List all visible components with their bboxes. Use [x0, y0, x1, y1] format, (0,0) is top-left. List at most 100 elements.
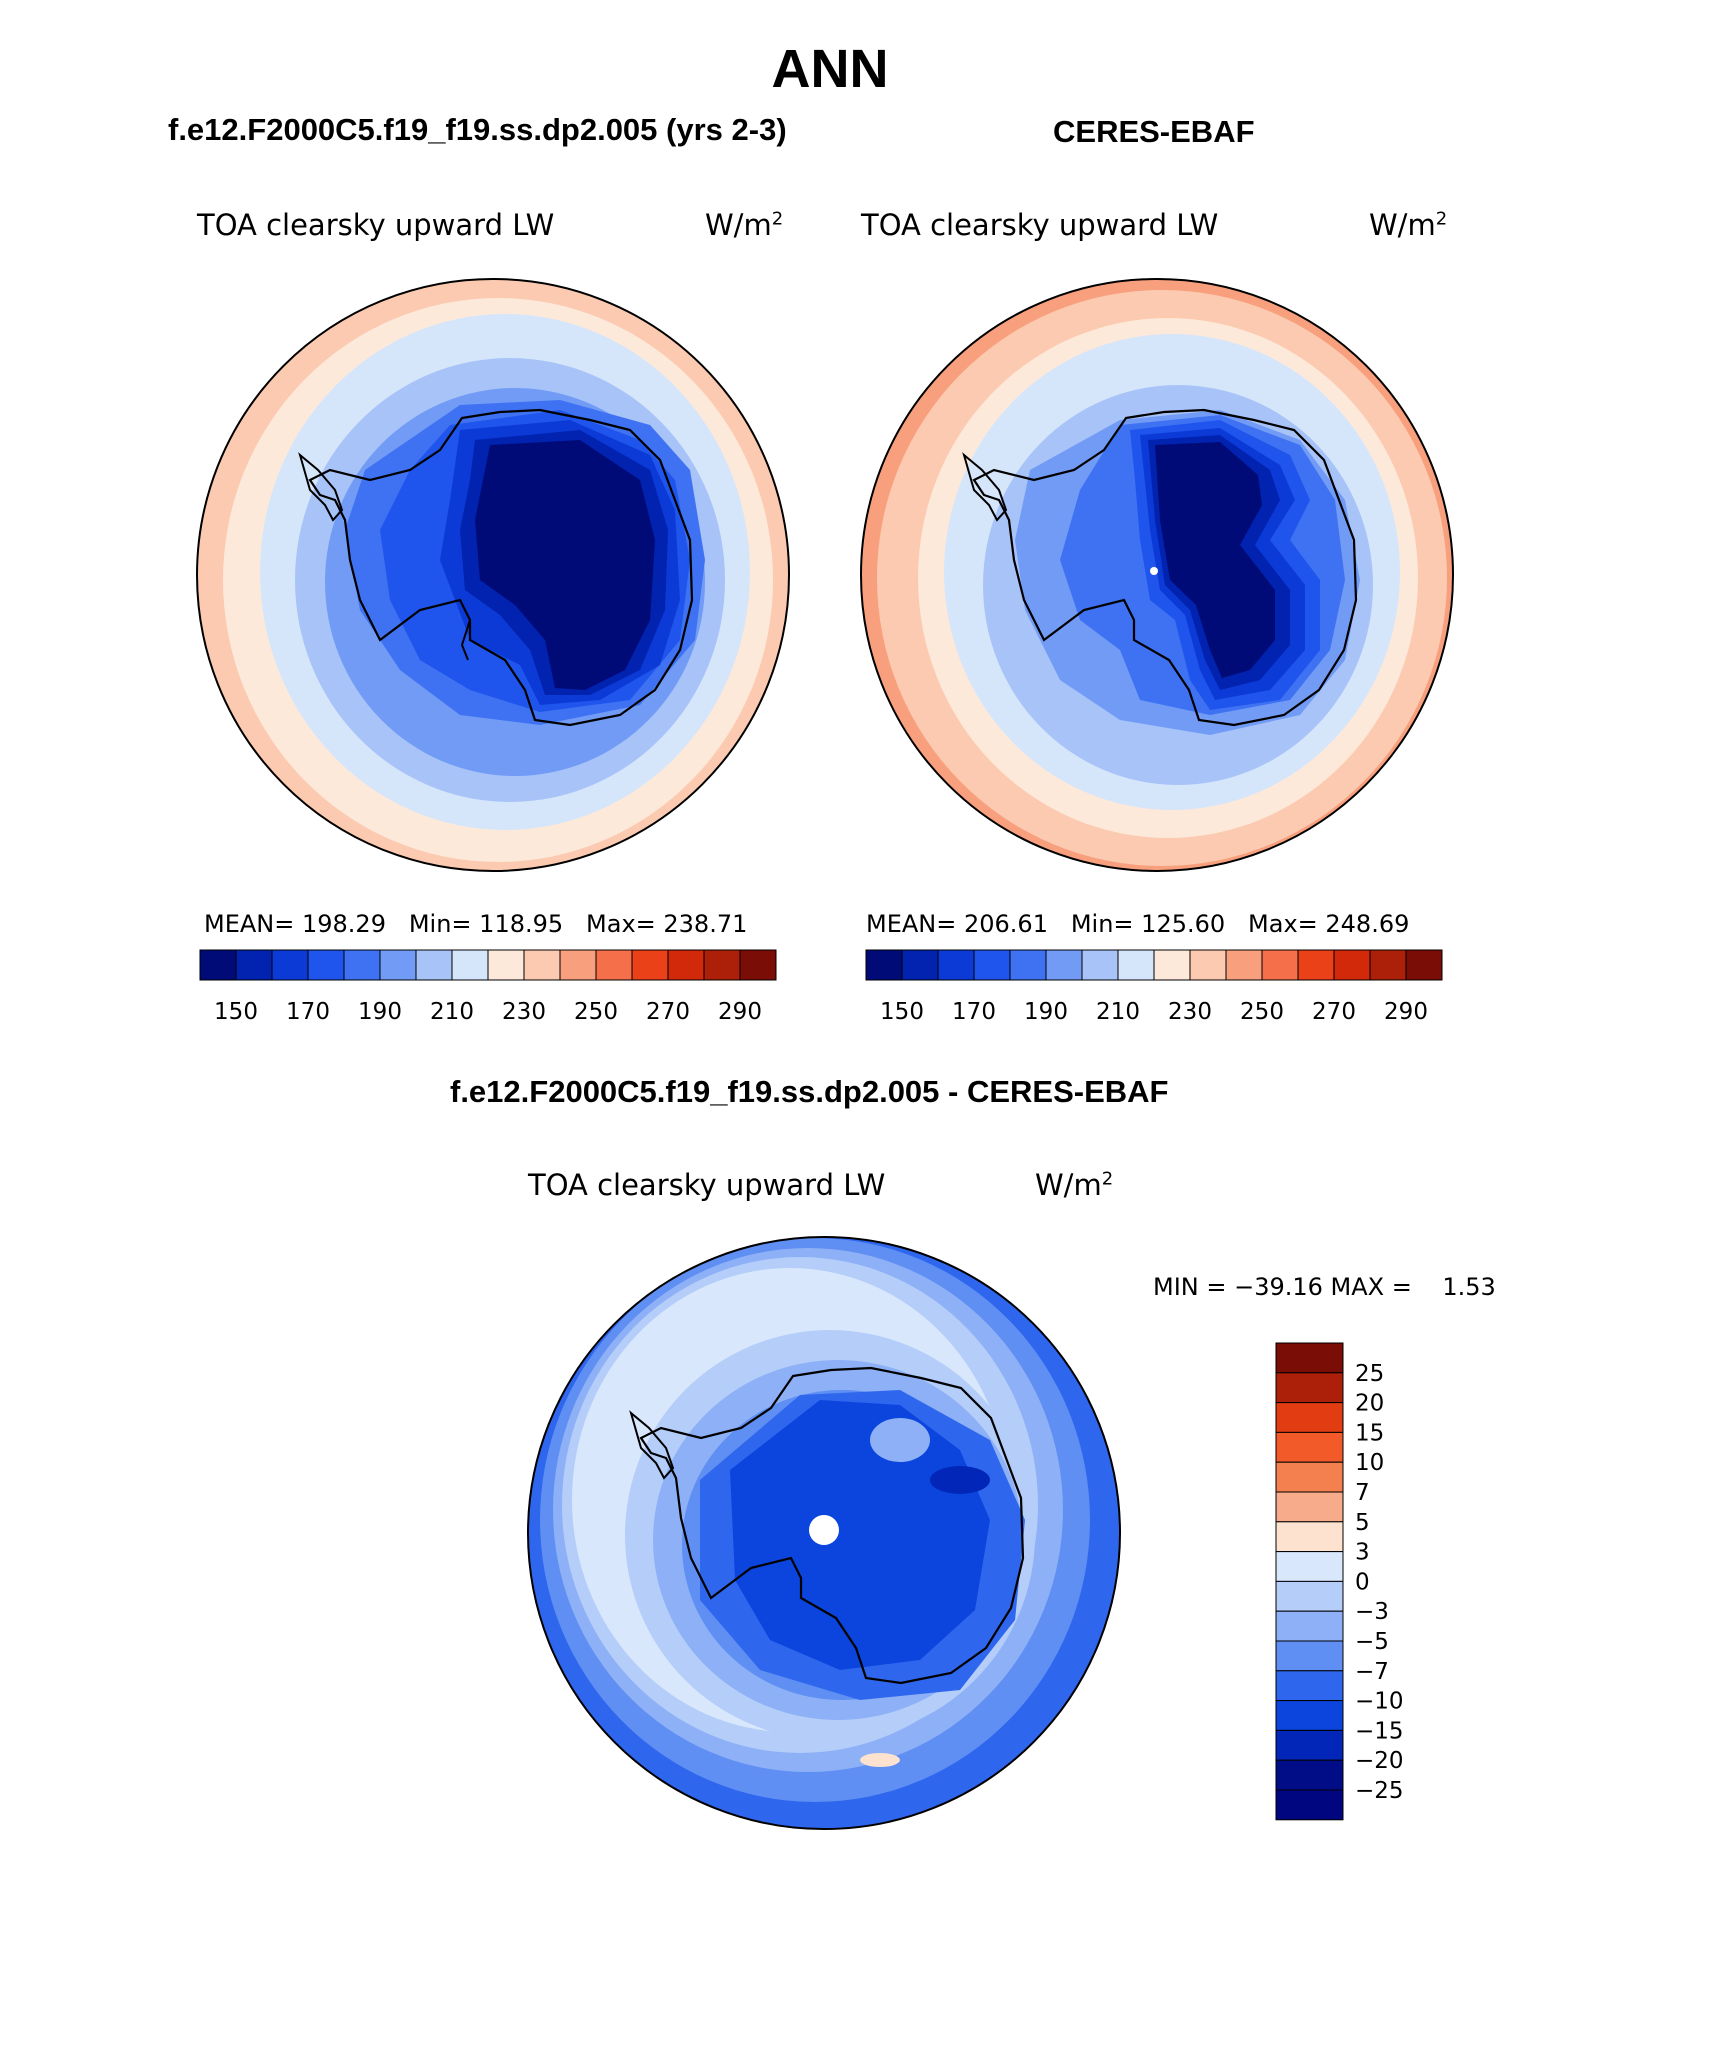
colorbar-swatch	[1275, 1372, 1344, 1404]
colorbar-swatch	[1009, 949, 1047, 981]
colorbar-swatch	[739, 949, 777, 981]
colorbar-swatch	[667, 949, 705, 981]
colorbar-swatch	[1275, 1670, 1344, 1702]
colorbar-tick-label: −3	[1355, 1599, 1389, 1625]
colorbar-tick-label: 20	[1355, 1391, 1384, 1417]
colorbar-tick-label: 170	[952, 999, 996, 1025]
colorbar-swatch	[937, 949, 975, 981]
map-border	[196, 278, 790, 872]
colorbar-swatch	[973, 949, 1011, 981]
diff-stats: MIN = −39.16 MAX = 1.53	[1153, 1273, 1496, 1301]
colorbar-tick-label: −7	[1355, 1659, 1389, 1685]
colorbar-tick-label: 150	[880, 999, 924, 1025]
colorbar-swatch	[1405, 949, 1443, 981]
colorbar-swatch	[865, 949, 903, 981]
colorbar-swatch	[451, 949, 489, 981]
colorbar-swatch	[559, 949, 597, 981]
coastline	[639, 1366, 1025, 1685]
colorbar-swatch	[1333, 949, 1371, 981]
colorbar-swatch	[379, 949, 417, 981]
colorbar-swatch	[307, 949, 345, 981]
colorbar-swatch	[1369, 949, 1407, 981]
colorbar-tick-label: 150	[214, 999, 258, 1025]
colorbar-tick-label: 290	[1384, 999, 1428, 1025]
map-band	[860, 1753, 900, 1767]
colorbar-swatch	[1225, 949, 1263, 981]
colorbar-tick-label: 270	[1312, 999, 1356, 1025]
colorbar-tick-label: 15	[1355, 1420, 1384, 1446]
diff-variable-label: TOA clearsky upward LW	[528, 1168, 886, 1202]
colorbar-swatch	[235, 949, 273, 981]
colorbar-swatch	[703, 949, 741, 981]
colorbar-tick-label: 0	[1355, 1569, 1370, 1595]
colorbar-tick-label: 190	[358, 999, 402, 1025]
colorbar-swatch	[487, 949, 525, 981]
map-band	[730, 1400, 990, 1670]
coastline	[972, 408, 1358, 727]
colorbar-swatch	[1275, 1521, 1344, 1553]
colorbar-tick-label: 170	[286, 999, 330, 1025]
right-variable-label: TOA clearsky upward LW	[861, 208, 1219, 242]
colorbar-tick-label: −10	[1355, 1689, 1404, 1715]
colorbar-tick-label: −5	[1355, 1629, 1389, 1655]
left-colorbar: 150 170 190 210 230 250 270 290	[199, 949, 777, 1025]
right-panel-title: CERES-EBAF	[1053, 114, 1255, 149]
colorbar-swatch	[199, 949, 237, 981]
colorbar-swatch	[1045, 949, 1083, 981]
colorbar-tick-label: 7	[1355, 1480, 1370, 1506]
colorbar-tick-label: 250	[574, 999, 618, 1025]
colorbar-tick-label: 270	[646, 999, 690, 1025]
colorbar-swatch	[1275, 1789, 1344, 1821]
left-units-sup: 2	[771, 208, 784, 230]
coastline	[460, 619, 471, 661]
colorbar-swatch	[1117, 949, 1155, 981]
colorbar-tick-label: 210	[430, 999, 474, 1025]
diff-panel-title: f.e12.F2000C5.f19_f19.ss.dp2.005 - CERES…	[450, 1074, 1169, 1109]
colorbar-swatch	[1275, 1759, 1344, 1791]
colorbar-swatch	[901, 949, 939, 981]
colorbar-swatch	[1275, 1461, 1344, 1493]
colorbar-swatch	[523, 949, 561, 981]
diff-units-sup: 2	[1101, 1168, 1114, 1190]
colorbar-tick-label: 190	[1024, 999, 1068, 1025]
left-units-text: W/m	[705, 208, 772, 242]
colorbar-tick-label: 10	[1355, 1450, 1384, 1476]
colorbar-tick-label: −20	[1355, 1748, 1404, 1774]
colorbar-swatch	[1275, 1640, 1344, 1672]
coastline	[629, 1410, 675, 1480]
coastline	[962, 452, 1008, 522]
diff-colorbar: 25 20 15 10 7 5 3 0 −3 −5 −7 −10 −15 −20 −25	[1275, 1342, 1404, 1821]
map-border	[527, 1236, 1121, 1830]
pole-hole	[809, 1515, 839, 1545]
colorbar-tick-label: 3	[1355, 1540, 1370, 1566]
colorbar-swatch	[415, 949, 453, 981]
right-colorbar: 150 170 190 210 230 250 270 290	[865, 949, 1443, 1025]
left-variable-label: TOA clearsky upward LW	[197, 208, 555, 242]
colorbar-swatch	[271, 949, 309, 981]
colorbar-swatch	[1275, 1551, 1344, 1582]
colorbar-swatch	[343, 949, 381, 981]
colorbar-swatch	[1275, 1491, 1344, 1523]
map-band	[930, 1466, 990, 1494]
pole-marker	[1150, 567, 1158, 575]
map-band	[870, 1418, 930, 1462]
colorbar-tick-label: 250	[1240, 999, 1284, 1025]
colorbar-swatch	[1275, 1610, 1344, 1642]
left-units-label: W/m2	[705, 208, 783, 242]
map-band	[1155, 442, 1275, 678]
colorbar-tick-label: 290	[718, 999, 762, 1025]
colorbar-swatch	[1275, 1402, 1344, 1433]
colorbar-swatch	[1153, 949, 1191, 981]
colorbar-tick-label: 230	[1168, 999, 1212, 1025]
diff-units-label: W/m2	[1035, 1168, 1113, 1202]
colorbar-swatch	[1275, 1729, 1344, 1761]
colorbar-swatch	[1261, 949, 1299, 981]
page-title: ANN	[771, 39, 889, 99]
colorbar-swatch	[631, 949, 669, 981]
colorbar-tick-label: 25	[1355, 1361, 1384, 1387]
colorbar-tick-label: 230	[502, 999, 546, 1025]
left-panel-title: f.e12.F2000C5.f19_f19.ss.dp2.005 (yrs 2-…	[168, 112, 787, 147]
